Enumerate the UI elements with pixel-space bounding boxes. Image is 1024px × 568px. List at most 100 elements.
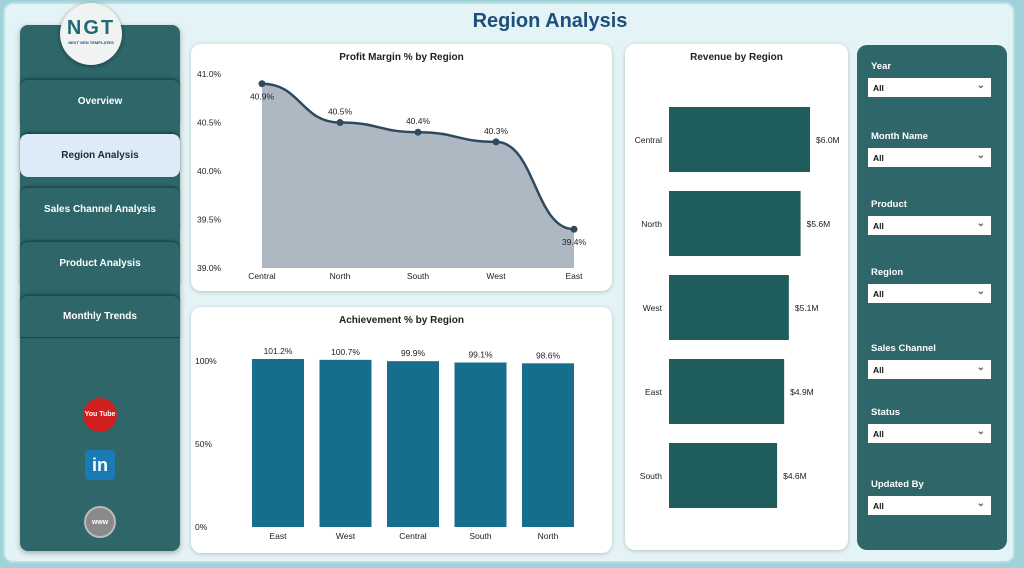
bar [319,359,372,527]
chevron-down-icon: ⌄ [976,286,985,297]
chevron-down-icon: ⌄ [976,362,985,373]
data-label: $5.6M [807,219,831,229]
x-tick-label: East [269,531,287,541]
profit-margin-card: Profit Margin % by Region 41.0% 40.5% 40.0… [191,44,612,291]
y-tick-label: 41.0% [197,69,222,79]
data-label: 39.4% [562,237,587,247]
bar [669,359,785,424]
filter-label: Updated By [871,479,924,490]
data-point [336,119,344,126]
y-tick-label: West [643,303,663,313]
x-tick-label: East [565,271,583,281]
filter-dropdown-product[interactable]: All ⌄ [868,216,991,235]
filter-value: All [873,429,884,439]
chevron-down-icon: ⌄ [976,426,985,437]
data-label: $4.6M [783,471,807,481]
youtube-icon[interactable]: You Tube [83,398,117,432]
bar [669,275,789,340]
data-label: 99.9% [401,348,426,358]
x-tick-label: West [486,271,506,281]
achievement-chart: 100% 50% 0% 101.2% East 100.7% West 99.9% Centra… [195,346,574,541]
data-label: 40.9% [250,92,275,102]
bar [387,361,439,527]
y-tick-label: 100% [195,356,217,366]
filter-label: Month Name [871,131,928,142]
y-tick-label: East [645,387,663,397]
revenue-chart: Central $6.0M North $5.6M West $5.1M East $4.9M… [635,107,840,508]
y-tick-label: South [640,471,662,481]
bar [252,359,304,527]
filter-value: All [873,221,884,231]
bar [522,363,574,527]
logo-subtext: NEXT GEN TEMPLATES [68,40,114,45]
data-label: $6.0M [816,135,840,145]
bar [669,443,778,508]
filter-label: Year [871,61,892,72]
y-tick-label: 39.0% [197,263,222,273]
chart-title: Profit Margin % by Region [339,52,464,63]
x-tick-label: West [336,531,356,541]
y-tick-label: 40.0% [197,166,222,176]
filter-dropdown-month-name[interactable]: All ⌄ [868,148,991,167]
data-point [414,128,422,136]
chart-title: Achievement % by Region [338,315,465,326]
filter-label: Status [871,407,901,418]
logo: NGT NEXT GEN TEMPLATES [60,3,122,65]
linkedin-icon[interactable]: in [85,450,115,480]
filter-dropdown-updated-by[interactable]: All ⌄ [868,496,991,515]
globe-icon[interactable]: www [84,506,116,538]
data-label: 40.4% [406,116,431,126]
filter-label: Sales Channel [871,343,936,354]
nav-region-analysis[interactable]: Region Analysis [20,133,180,177]
filter-dropdown-sales-channel[interactable]: All ⌄ [868,360,991,379]
filter-value: All [873,289,884,299]
achievement-card: Achievement % by Region 100% 50% 0% 101.2% E… [191,307,612,553]
x-tick-label: South [407,271,429,281]
filter-value: All [873,83,884,93]
revenue-card: Revenue by Region Central $6.0M North $5.6M… [625,44,848,550]
filter-dropdown-region[interactable]: All ⌄ [868,284,991,303]
data-label: 98.6% [536,350,561,360]
filter-panel: Year All ⌄ Month Name All ⌄ Product All ⌄ Region A… [857,45,1007,550]
y-tick-label: 50% [195,439,212,449]
y-tick-label: Central [635,135,663,145]
data-label: $5.1M [795,303,819,313]
x-tick-label: Central [248,271,276,281]
bar [669,107,810,172]
data-label: 40.3% [484,126,509,136]
filter-value: All [873,153,884,163]
page-title: Region Analysis [472,10,628,32]
chart-title: Revenue by Region [690,52,783,63]
chevron-down-icon: ⌄ [976,218,985,229]
nav-product-analysis[interactable]: Product Analysis [20,241,180,285]
data-label: 40.5% [328,107,353,117]
profit-margin-chart: 41.0% 40.5% 40.0% 39.5% 39.0% 40.9% Central 40.… [197,69,587,281]
filter-value: All [873,365,884,375]
data-point [570,225,578,233]
area-fill [262,83,574,268]
x-tick-label: North [330,271,351,281]
data-label: 100.7% [331,347,360,357]
data-point [258,80,266,88]
filter-dropdown-year[interactable]: All ⌄ [868,78,991,97]
bar [669,191,801,256]
nav-monthly-trends[interactable]: Monthly Trends [20,295,180,338]
data-label: $4.9M [790,387,814,397]
chevron-down-icon: ⌄ [976,150,985,161]
x-tick-label: South [469,531,491,541]
data-label: 99.1% [468,349,493,359]
y-tick-label: 39.5% [197,215,222,225]
data-point [492,138,500,146]
filter-value: All [873,501,884,511]
y-tick-label: North [641,219,662,229]
chevron-down-icon: ⌄ [976,498,985,509]
filter-dropdown-status[interactable]: All ⌄ [868,424,991,443]
nav-overview[interactable]: Overview [20,79,180,123]
data-label: 101.2% [264,346,293,356]
chevron-down-icon: ⌄ [976,80,985,91]
bar [454,362,507,527]
filter-label: Product [871,199,907,210]
nav-sales-channel-analysis[interactable]: Sales Channel Analysis [20,187,180,231]
x-tick-label: Central [399,531,427,541]
x-tick-label: North [538,531,559,541]
